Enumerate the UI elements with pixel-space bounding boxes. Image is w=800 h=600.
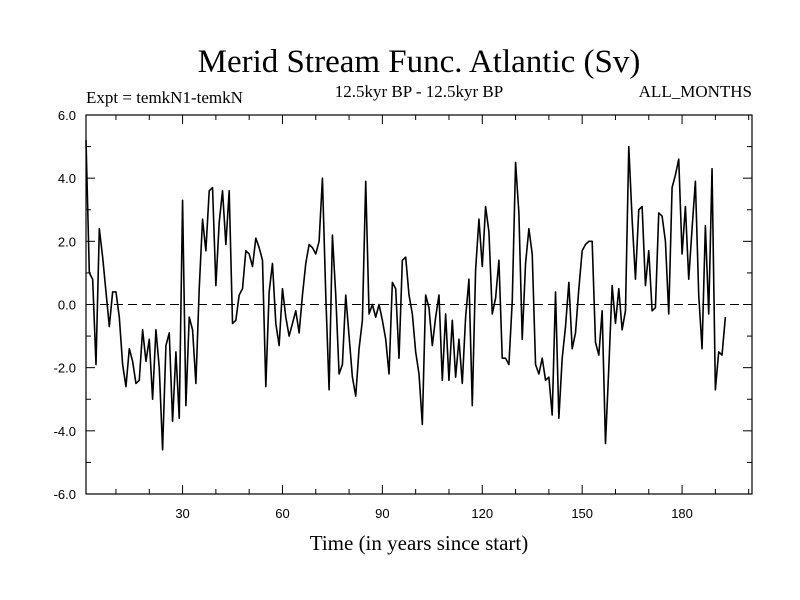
y-tick-label: -4.0 <box>54 424 76 439</box>
x-tick-label: 90 <box>375 506 389 521</box>
series-line <box>85 140 727 451</box>
plot-frame <box>85 114 753 495</box>
chart-subtitle-center: 12.5kyr BP - 12.5kyr BP <box>335 82 503 101</box>
x-tick-label: 60 <box>275 506 289 521</box>
chart-subtitle-left: Expt = temkN1-temkN <box>86 88 243 107</box>
chart-subtitle-right: ALL_MONTHS <box>639 82 752 101</box>
chart-title: Merid Stream Func. Atlantic (Sv) <box>198 44 641 80</box>
y-tick-label: 0.0 <box>58 298 76 313</box>
x-tick-label: 120 <box>471 506 493 521</box>
x-tick-label: 30 <box>175 506 189 521</box>
x-tick-label: 150 <box>571 506 593 521</box>
plot-area: -6.0 -4.0 -2.0 0.0 2.0 4.0 6.0 30 60 90 120 150 180 <box>54 108 753 521</box>
y-tick-label: 4.0 <box>58 171 76 186</box>
x-axis-ticks: 30 60 90 120 150 180 <box>115 115 750 521</box>
x-tick-label: 180 <box>671 506 693 521</box>
y-tick-label: -2.0 <box>54 361 76 376</box>
y-tick-label: -6.0 <box>54 487 76 502</box>
y-tick-label: 2.0 <box>58 234 76 249</box>
y-tick-label: 6.0 <box>58 108 76 123</box>
x-axis-label: Time (in years since start) <box>310 531 529 555</box>
